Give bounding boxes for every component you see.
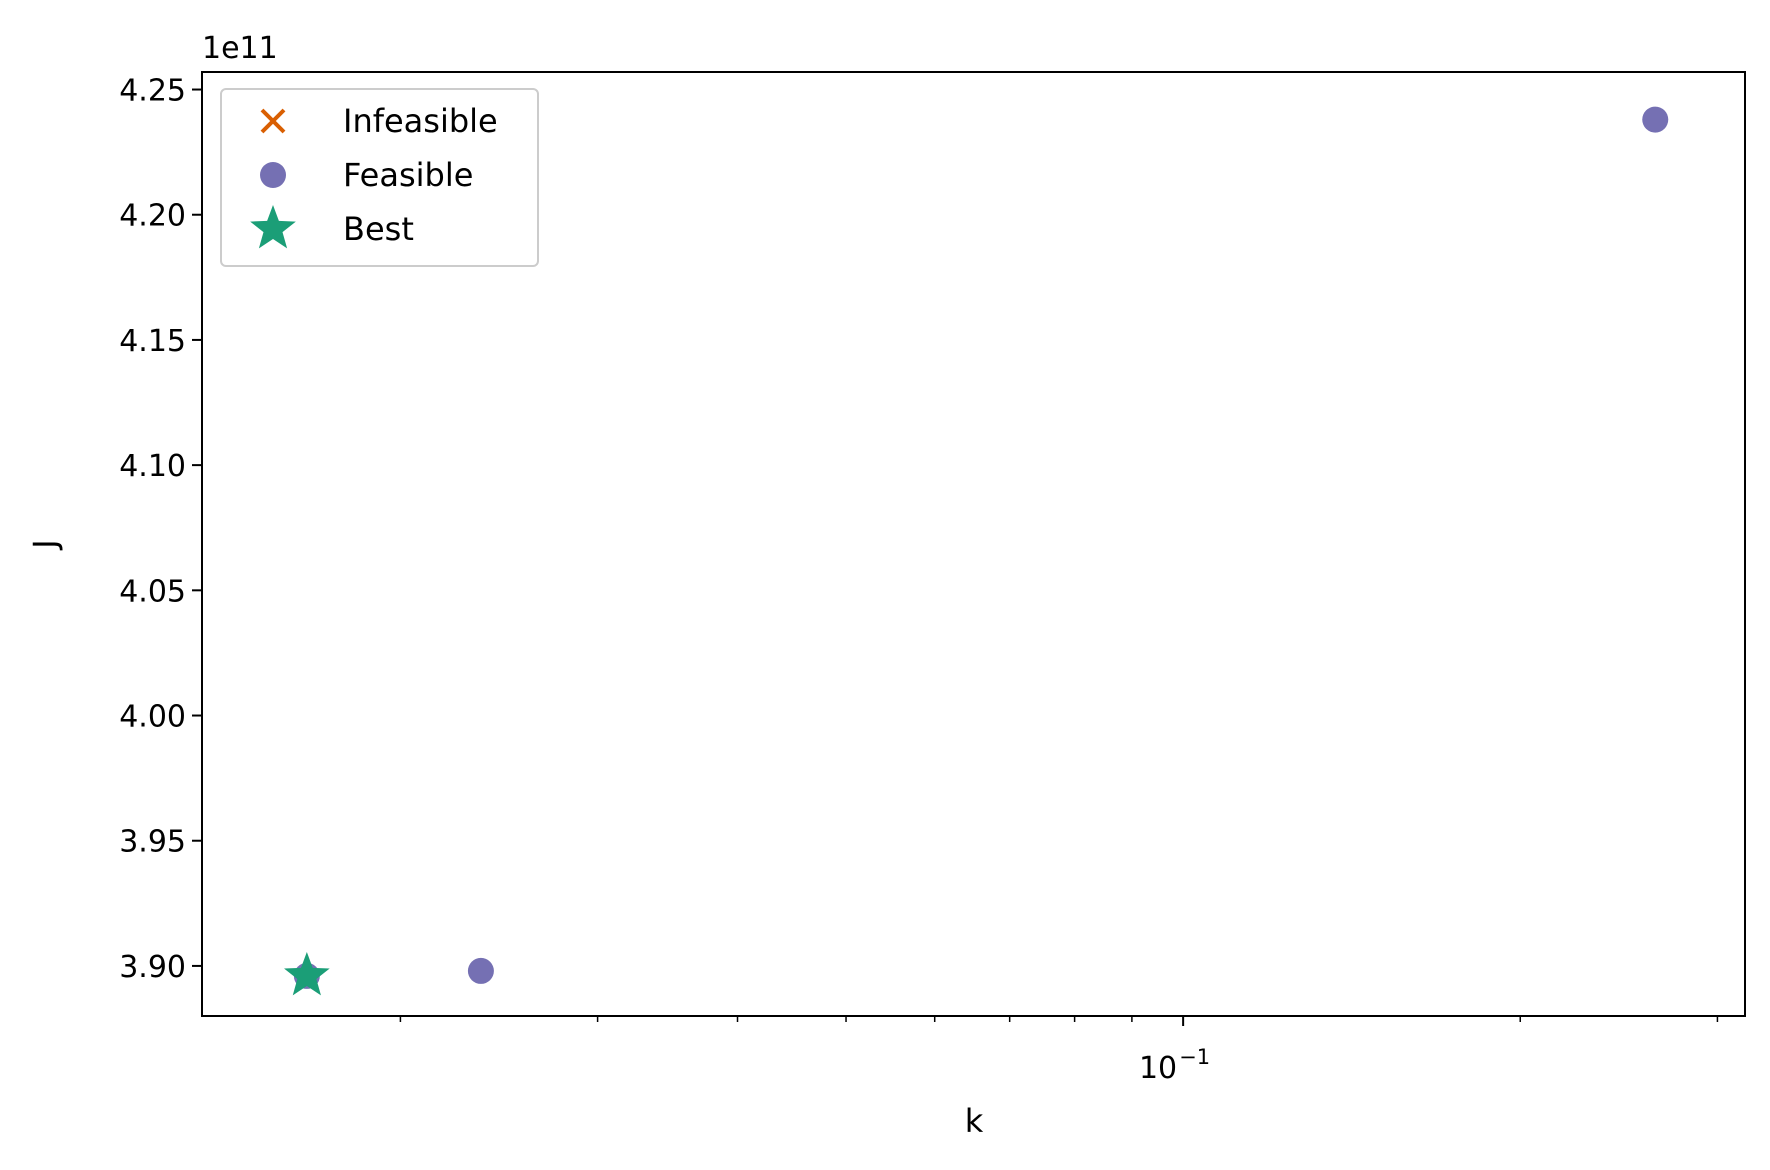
y-tick-label: 4.05 — [119, 574, 186, 609]
y-tick-label: 4.20 — [119, 199, 186, 234]
y-tick-label: 3.95 — [119, 825, 186, 860]
x-axis-label: k — [965, 1102, 984, 1140]
legend-feasible-marker — [260, 162, 286, 188]
legend-entries: Infeasible Feasible Best — [250, 102, 498, 249]
y-tick-label: 4.10 — [119, 449, 186, 484]
y-tick-label: 3.90 — [119, 950, 186, 985]
y-tick-label: 4.15 — [119, 324, 186, 359]
best-point — [284, 951, 330, 996]
ticks-layer: 3.90 3.95 4.00 4.05 4.10 4.15 4.20 4.25 10 −1 — [119, 74, 1719, 1086]
y-tick-label: 4.00 — [119, 700, 186, 735]
legend-box — [220, 88, 539, 267]
legend-best-label: Best — [343, 210, 414, 248]
feasible-point — [467, 957, 494, 984]
legend-infeasible-marker — [260, 108, 286, 134]
axes-frame — [201, 71, 1746, 1017]
feasible-point — [1642, 106, 1669, 133]
legend-best-marker — [250, 205, 296, 249]
plot-layer — [284, 106, 1669, 996]
y-tick-label: 4.25 — [119, 74, 186, 109]
legend-feasible-label: Feasible — [343, 156, 473, 194]
legend: Infeasible Feasible Best — [220, 88, 539, 267]
legend-infeasible-label: Infeasible — [343, 102, 498, 140]
y-axis-label: J — [26, 539, 64, 550]
x-tick-label-exponent: −1 — [1179, 1045, 1210, 1069]
y-offset-label: 1e11 — [202, 31, 278, 66]
x-tick-label: 10 — [1139, 1051, 1177, 1086]
